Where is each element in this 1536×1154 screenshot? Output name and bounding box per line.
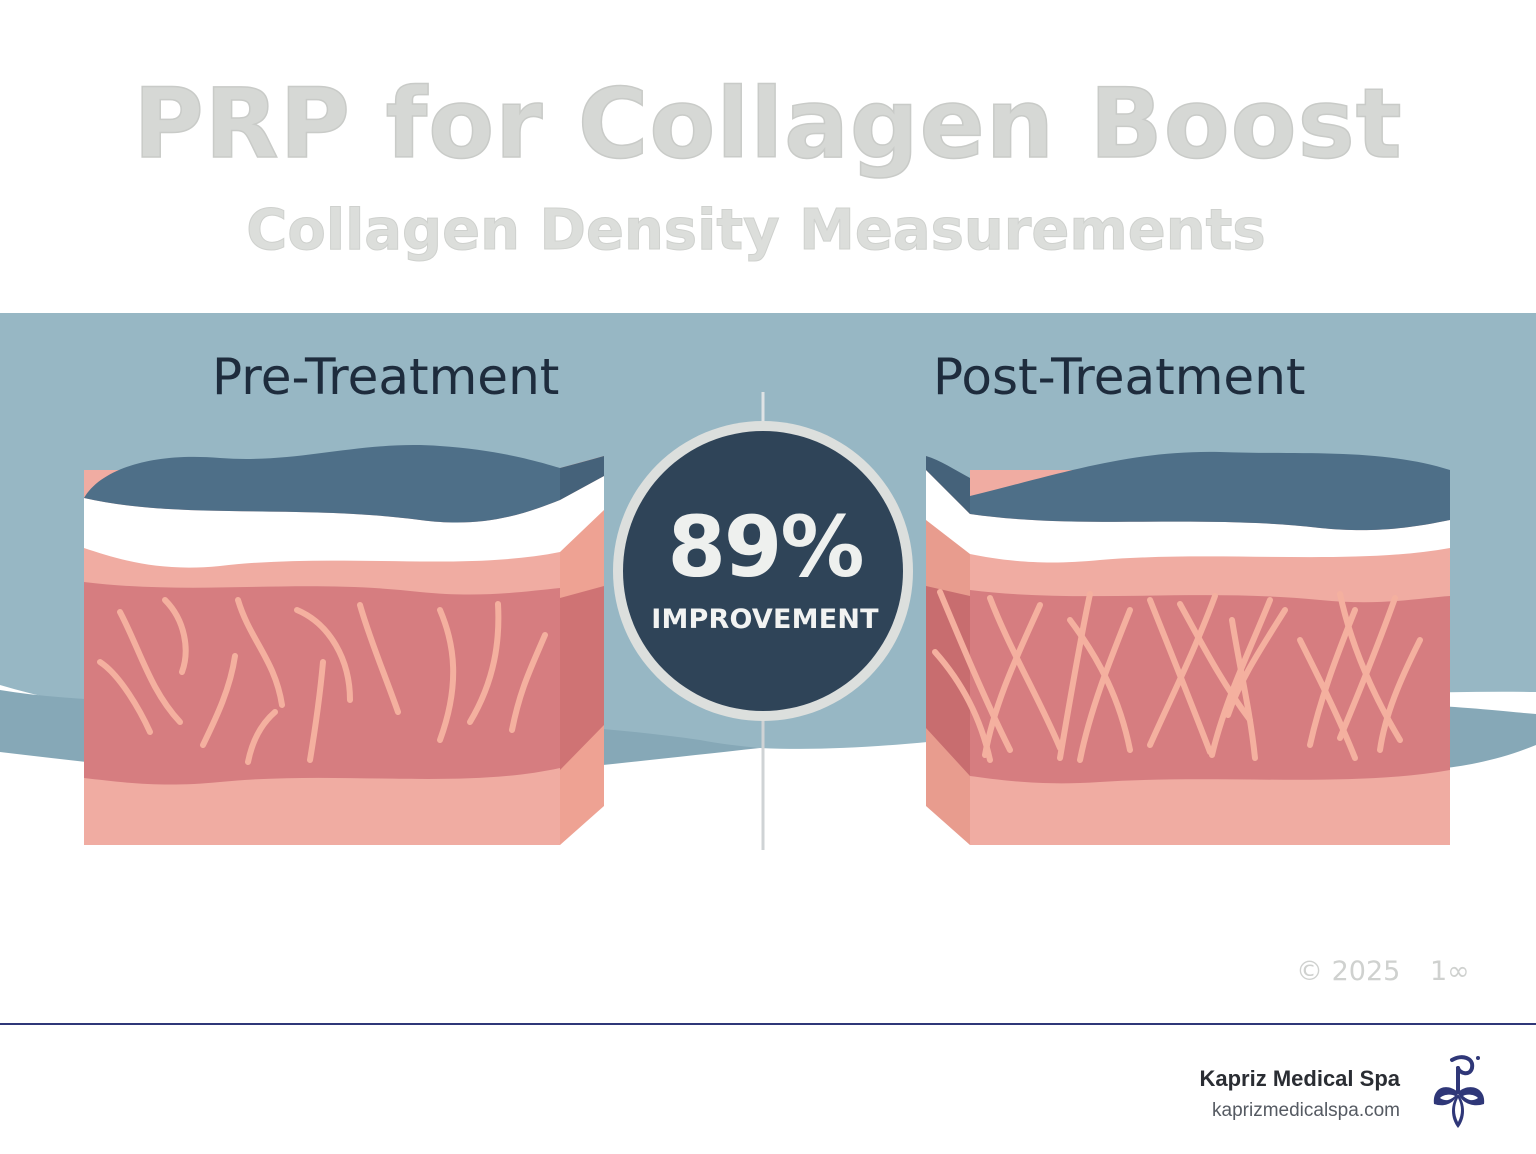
- page-title: PRP for Collagen Boost: [133, 67, 1403, 181]
- copyright-watermark: © 2025: [1296, 956, 1401, 987]
- improvement-caption: IMPROVEMENT: [651, 604, 879, 635]
- brand-name: Kapriz Medical Spa: [1199, 1066, 1400, 1091]
- post-treatment-label: Post-Treatment: [933, 348, 1306, 406]
- improvement-value: 89%: [667, 498, 864, 596]
- post-skin-block: [926, 451, 1450, 845]
- footer-divider: [0, 1023, 1536, 1025]
- brand-url[interactable]: kaprizmedicalspa.com: [1212, 1100, 1400, 1121]
- comparison-illustration: [0, 313, 1536, 850]
- post-collagen-fibers: [932, 589, 1423, 763]
- pre-skin-block: [84, 445, 604, 845]
- spa-flower-logo-icon: [1433, 1055, 1485, 1128]
- pre-treatment-label: Pre-Treatment: [212, 348, 560, 406]
- improvement-badge: [613, 421, 913, 721]
- pre-collagen-fibers: [97, 597, 548, 765]
- page-number-watermark: 1∞: [1430, 956, 1470, 987]
- page-subtitle: Collagen Density Measurements: [246, 198, 1266, 264]
